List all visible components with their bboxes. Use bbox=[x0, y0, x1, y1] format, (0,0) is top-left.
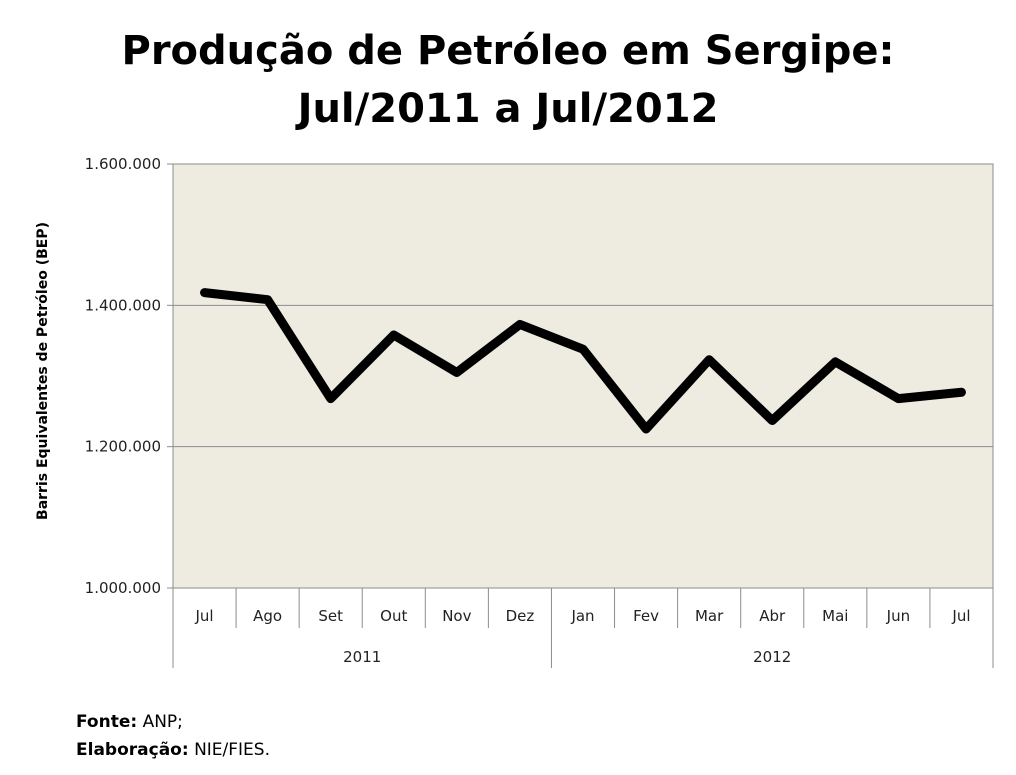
x-tick-label: Jul bbox=[194, 607, 213, 625]
prepared-value: NIE/FIES. bbox=[194, 740, 270, 760]
source-value: ANP; bbox=[142, 712, 183, 732]
data-point bbox=[582, 348, 584, 350]
x-tick-label: Ago bbox=[253, 607, 282, 625]
y-axis-label: Barris Equivalentes de Petróleo (BEP) bbox=[35, 222, 51, 520]
x-group-label: 2011 bbox=[343, 648, 381, 666]
plot-area bbox=[172, 163, 994, 589]
x-tick-label: Jun bbox=[886, 607, 910, 625]
chart-title-line1: Produção de Petróleo em Sergipe: bbox=[121, 28, 895, 74]
y-tick-label: 1.200.000 bbox=[85, 438, 161, 456]
source-label: Fonte: bbox=[76, 712, 138, 732]
data-point bbox=[267, 299, 269, 301]
x-tick-label: Dez bbox=[506, 607, 535, 625]
prepared-line: Elaboração: NIE/FIES. bbox=[76, 736, 270, 764]
x-tick-label: Jan bbox=[570, 607, 594, 625]
prepared-label: Elaboração: bbox=[76, 740, 189, 760]
x-axis: Jul Ago Set Out Nov Dez Jan Fev Mar Abr Mai Jun Jul 2… bbox=[172, 588, 994, 668]
chart-title-line2: Jul/2011 a Jul/2012 bbox=[297, 86, 719, 132]
x-tick-label: Nov bbox=[442, 607, 471, 625]
data-point bbox=[645, 428, 647, 430]
x-group-label: 2012 bbox=[753, 648, 791, 666]
x-tick-label: Abr bbox=[759, 607, 786, 625]
data-point bbox=[393, 334, 395, 336]
source-line: Fonte: ANP; bbox=[76, 708, 270, 736]
data-point bbox=[960, 391, 962, 393]
chart-title: Produção de Petróleo em Sergipe: Jul/201… bbox=[0, 22, 1016, 138]
series-layer bbox=[200, 288, 966, 434]
x-tick-label: Out bbox=[380, 607, 407, 625]
data-point bbox=[456, 371, 458, 373]
data-point bbox=[330, 398, 332, 400]
y-tick-label: 1.000.000 bbox=[85, 579, 161, 597]
x-tick-label: Mai bbox=[822, 607, 848, 625]
x-tick-label: Mar bbox=[695, 607, 724, 625]
gridlines bbox=[173, 163, 993, 589]
x-tick-label: Set bbox=[318, 607, 343, 625]
y-tick-label: 1.400.000 bbox=[85, 296, 161, 314]
data-point bbox=[519, 323, 521, 325]
x-tick-label: Fev bbox=[633, 607, 659, 625]
y-tick-label: 1.600.000 bbox=[85, 155, 161, 173]
data-point bbox=[708, 359, 710, 361]
data-point bbox=[771, 420, 773, 422]
footer: Fonte: ANP; Elaboração: NIE/FIES. bbox=[76, 708, 270, 764]
x-tick-label: Jul bbox=[951, 607, 970, 625]
y-axis-ticks: 1.000.000 1.200.000 1.400.000 1.600.000 bbox=[85, 155, 173, 597]
data-point bbox=[897, 398, 899, 400]
data-point bbox=[204, 292, 206, 294]
data-point bbox=[834, 361, 836, 363]
